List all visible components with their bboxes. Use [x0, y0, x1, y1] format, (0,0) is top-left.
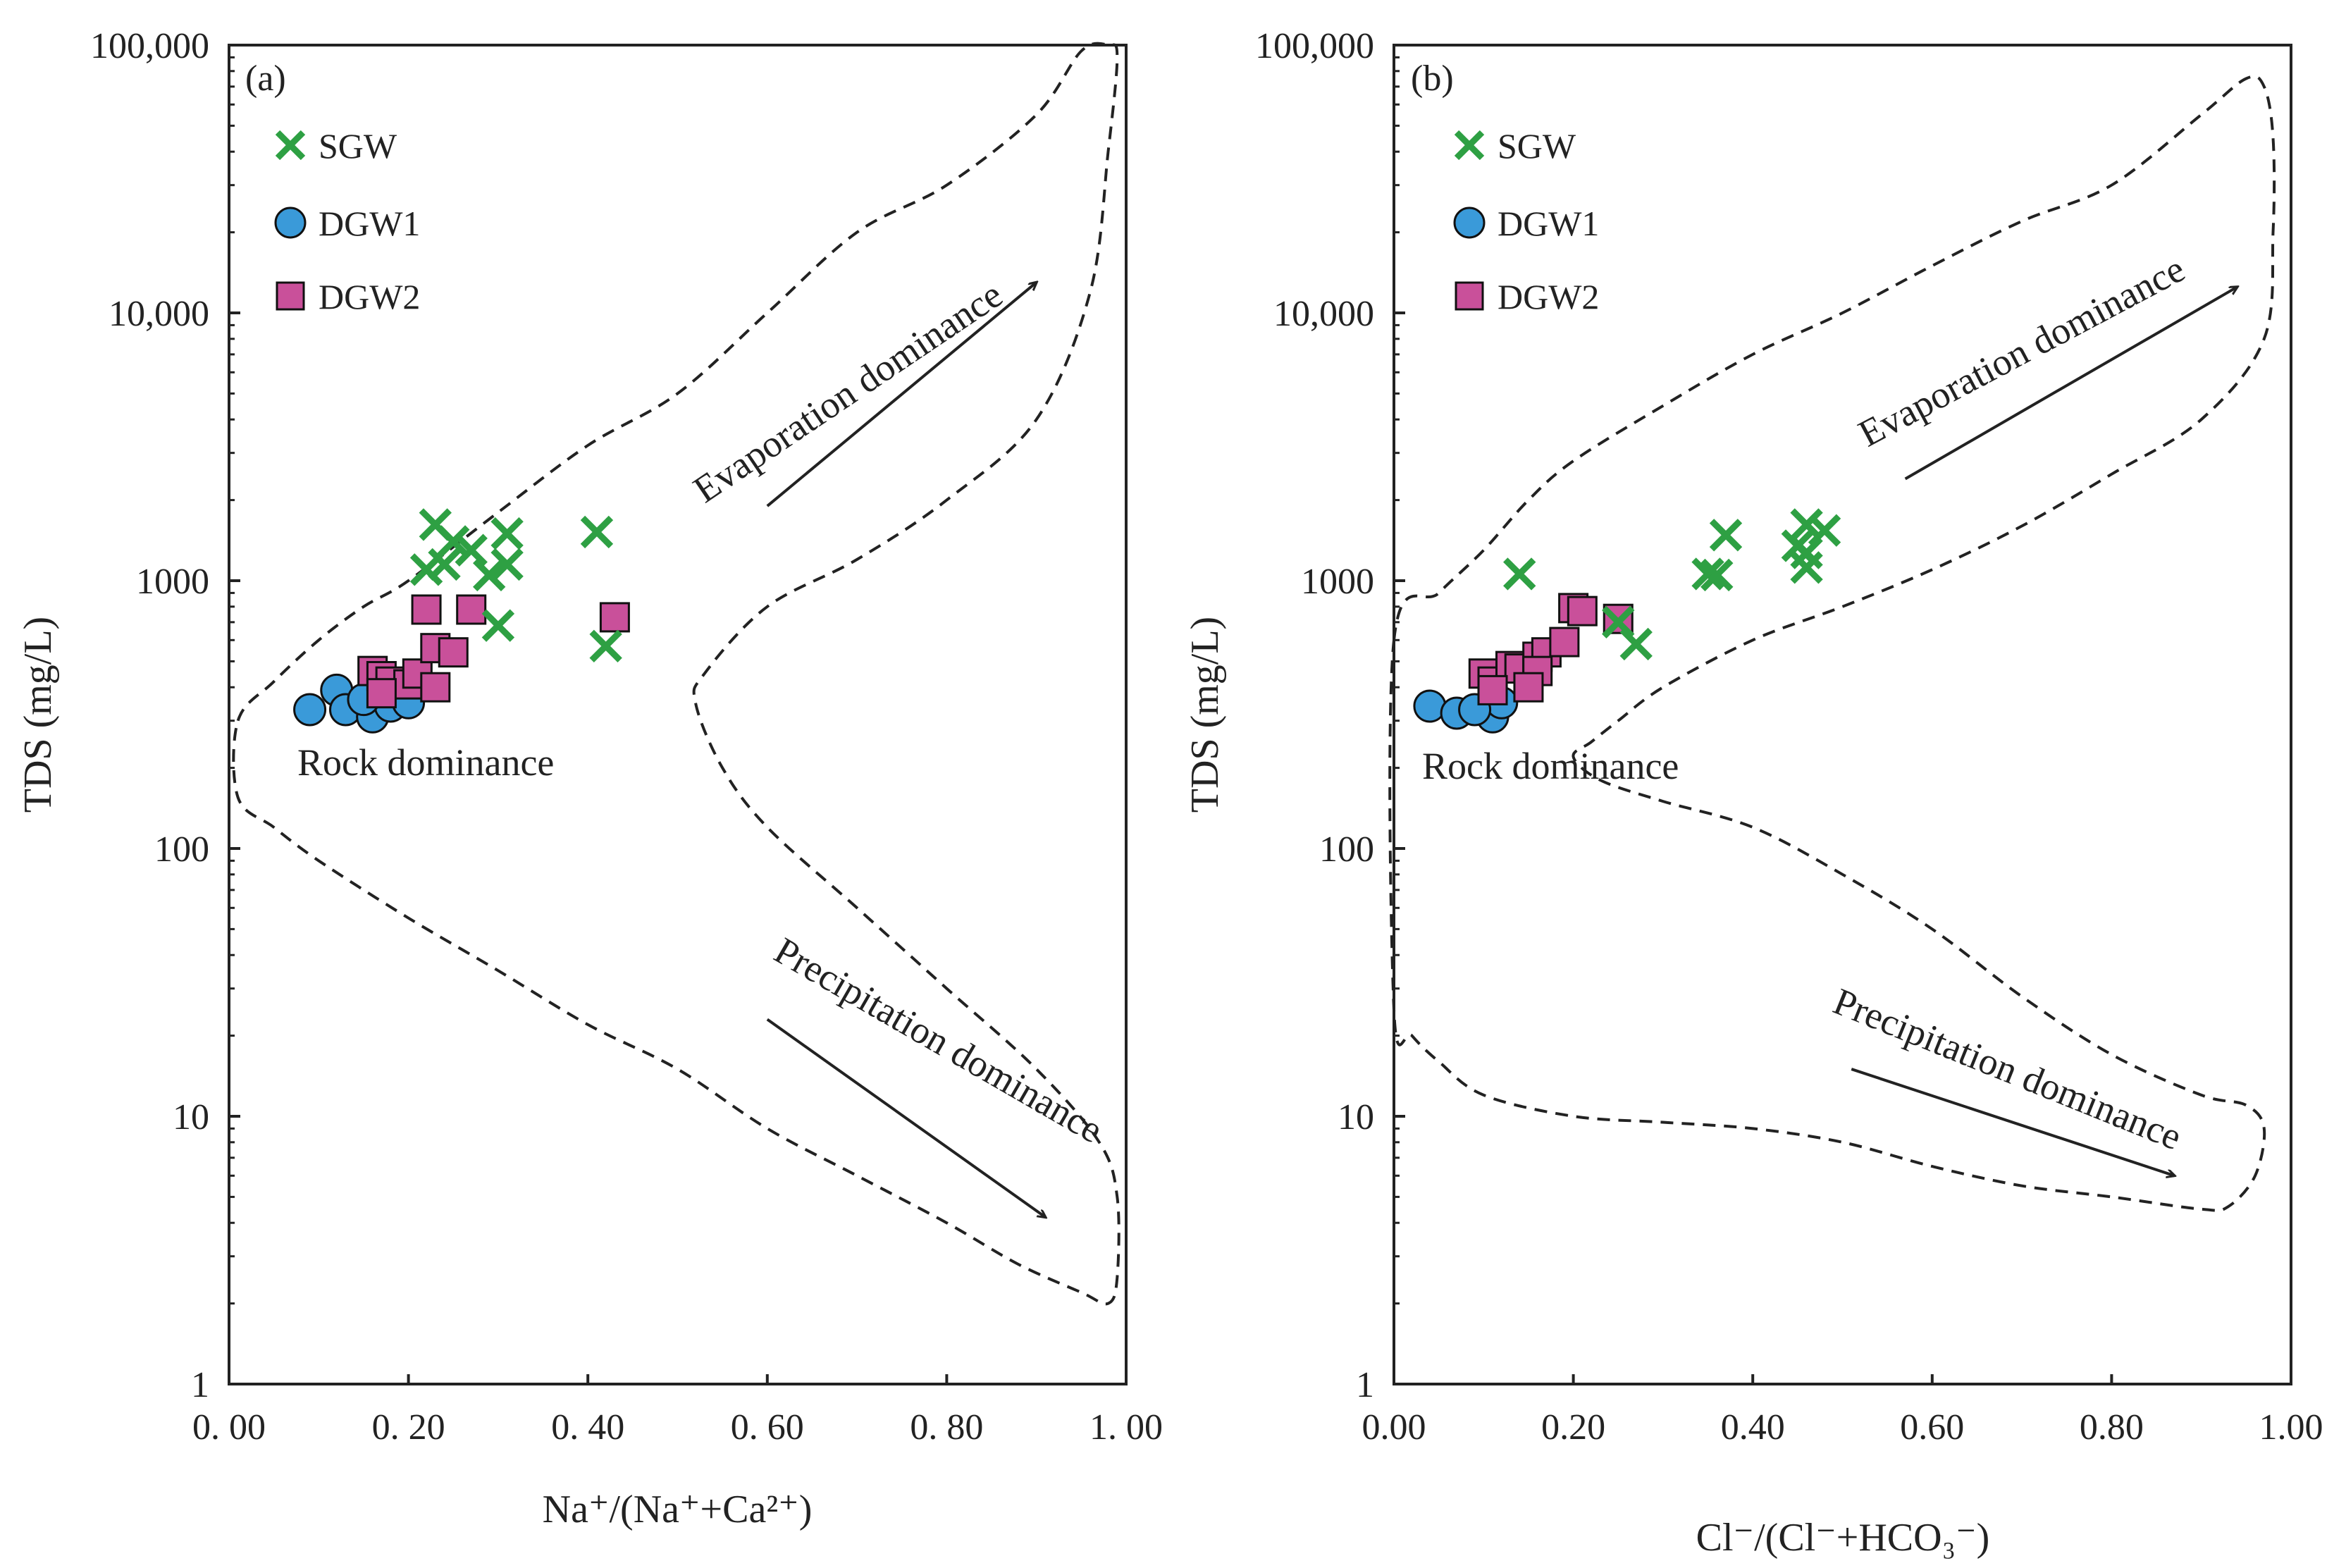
- y-tick-label: 100,000: [1255, 26, 1374, 66]
- y-tick-label: 10,000: [1273, 294, 1374, 334]
- y-ticks: 1 10 100 1000 10,000 100,000: [90, 26, 240, 1405]
- point-dgw2: [1567, 595, 1598, 626]
- plot-frame: [1393, 44, 2292, 1385]
- point-sgw: [1808, 514, 1841, 547]
- rock-dominance-label: Rock dominance: [1422, 745, 1679, 787]
- legend-marker-dgw2: [1455, 281, 1484, 311]
- legend-marker-dgw1: [1453, 206, 1486, 239]
- x-tick-label: 0. 80: [910, 1407, 983, 1447]
- legend-marker-dgw1: [274, 206, 307, 239]
- point-sgw: [1691, 557, 1724, 591]
- y-axis-title: TDS (mg/L): [1183, 617, 1227, 813]
- legend-label-dgw2: DGW2: [1498, 277, 1599, 316]
- legend-label-dgw2: DGW2: [319, 277, 420, 316]
- y-tick-label: 10,000: [109, 294, 209, 334]
- legend-label-dgw1: DGW1: [1498, 204, 1599, 243]
- point-sgw: [1790, 508, 1823, 541]
- y-tick-label: 100: [154, 829, 209, 870]
- legend-marker-sgw: [1454, 130, 1485, 161]
- x-tick-label: 1.00: [2259, 1407, 2323, 1447]
- legend: SGW DGW1 DGW2: [274, 126, 420, 316]
- point-sgw: [437, 525, 470, 558]
- point-dgw2: [366, 678, 397, 709]
- point-dgw2: [456, 594, 487, 625]
- point-sgw: [428, 548, 461, 581]
- dominance-boundary: [1388, 75, 2276, 1212]
- legend-label-sgw: SGW: [1498, 126, 1576, 166]
- point-dgw2: [1477, 674, 1508, 705]
- point-sgw: [1619, 627, 1653, 661]
- point-sgw: [1709, 519, 1743, 552]
- y-tick-label: 100: [1319, 829, 1374, 870]
- y-tick-label: 1: [1356, 1365, 1374, 1405]
- point-sgw: [455, 533, 488, 567]
- point-sgw: [481, 609, 515, 642]
- y-tick-label: 1: [191, 1365, 209, 1405]
- x-ticks: 0.00 0.20 0.40 0.60 0.80 1.00: [1362, 1374, 2323, 1447]
- data-points: [293, 508, 630, 734]
- plot-frame: [228, 44, 1128, 1385]
- point-sgw: [1700, 558, 1734, 592]
- x-tick-label: 0.40: [1721, 1407, 1785, 1447]
- point-dgw2: [1549, 626, 1580, 658]
- legend: SGW DGW1 DGW2: [1453, 126, 1599, 316]
- precipitation-label: Precipitation dominance: [767, 929, 1110, 1151]
- y-tick-label: 10: [1338, 1097, 1374, 1137]
- x-tick-label: 0. 20: [372, 1407, 445, 1447]
- point-sgw: [580, 515, 614, 549]
- point-sgw: [1503, 557, 1536, 591]
- x-tick-label: 0.00: [1362, 1407, 1426, 1447]
- x-axis-title: Cl⁻/(Cl⁻+HCO₃⁻): [1696, 1516, 1990, 1560]
- y-axis-title: TDS (mg/L): [16, 617, 60, 813]
- point-dgw2: [420, 672, 451, 703]
- y-tick-label: 10: [173, 1097, 209, 1137]
- y-tick-label: 1000: [1301, 562, 1374, 602]
- point-sgw: [490, 517, 524, 550]
- x-axis-title: Na⁺/(Na⁺+Ca²⁺): [543, 1488, 813, 1531]
- point-dgw2: [438, 637, 469, 668]
- legend-label-dgw1: DGW1: [319, 204, 420, 243]
- y-ticks: 1 10 100 1000 10,000 100,000: [1255, 26, 1405, 1405]
- precipitation-arrow: [1851, 1068, 2174, 1175]
- point-sgw: [1790, 551, 1823, 584]
- rock-dominance-label: Rock dominance: [297, 741, 554, 784]
- point-dgw2: [599, 602, 630, 633]
- x-tick-label: 0. 60: [731, 1407, 804, 1447]
- point-dgw1: [293, 693, 327, 727]
- panel-label: (a): [245, 58, 286, 99]
- data-points: [1413, 508, 1841, 734]
- point-sgw: [472, 558, 506, 592]
- x-tick-label: 0.80: [2080, 1407, 2144, 1447]
- panel-label: (b): [1411, 58, 1454, 99]
- point-dgw2: [411, 594, 442, 625]
- x-tick-label: 1. 00: [1089, 1407, 1163, 1447]
- x-tick-label: 0. 00: [192, 1407, 266, 1447]
- precipitation-arrow: [766, 1018, 1046, 1218]
- panel-a: 0. 00 0. 20 0. 40 0. 60 0. 80 1. 00 1 10 100 100…: [16, 26, 1163, 1531]
- legend-label-sgw: SGW: [319, 126, 397, 166]
- x-tick-label: 0. 40: [551, 1407, 624, 1447]
- evaporation-arrow: [1904, 287, 2237, 481]
- point-sgw: [490, 548, 524, 581]
- dominance-boundary: [232, 42, 1120, 1306]
- point-dgw2: [1513, 672, 1544, 703]
- evaporation-label: Evaporation dominance: [686, 273, 1010, 511]
- precipitation-label: Precipitation dominance: [1828, 980, 2187, 1158]
- panel-b: 0.00 0.20 0.40 0.60 0.80 1.00 1 10 100 1000 10,00…: [1183, 26, 2323, 1560]
- legend-marker-dgw2: [276, 281, 305, 311]
- x-ticks: 0. 00 0. 20 0. 40 0. 60 0. 80 1. 00: [192, 1374, 1163, 1447]
- point-sgw: [589, 629, 622, 662]
- evaporation-label: Evaporation dominance: [1851, 247, 2191, 455]
- x-tick-label: 0.60: [1900, 1407, 1964, 1447]
- evaporation-arrow: [766, 283, 1037, 507]
- x-tick-label: 0.20: [1541, 1407, 1605, 1447]
- y-tick-label: 100,000: [90, 26, 209, 66]
- y-tick-label: 1000: [136, 562, 209, 602]
- legend-marker-sgw: [275, 130, 306, 161]
